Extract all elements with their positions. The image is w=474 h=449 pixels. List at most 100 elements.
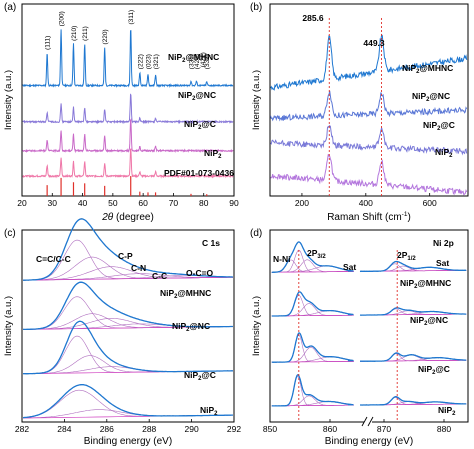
panel-a-ylabel: Intensity (a.u.) [3,70,14,130]
a-hkl-label: (211) [82,26,89,41]
panel-a-xticks: 20 30 40 50 60 70 80 90 [17,193,239,208]
d-ann-sat-2: Sat [436,258,449,268]
b-series-line [270,124,468,156]
d-axis-break-left [361,416,368,427]
d-baseline [271,271,354,273]
a-series-line [22,93,234,125]
panel-a-xlabel: 2θ (degree) [101,212,154,223]
panel-c: (c) 282 284 286 288 290 292 Binding energy (e… [3,218,241,447]
b-label-c-suffix: @C [441,120,455,130]
c-label-mhnc-sub: 2 [174,294,178,300]
a-series-line [22,118,234,154]
panel-c-frame [21,229,235,423]
panel-b-frame [269,3,469,197]
a-label-nip2: NiP2 [204,148,222,160]
d-ann-p32: 2P3/2 [307,248,326,260]
panel-b-xticks: 200 400 600 [295,193,437,208]
c-label-nip2: NiP2 [200,405,218,417]
panel-c-label: (c) [4,228,16,239]
a-hkl-label: (332) [204,54,211,69]
d-label-nip2-base: NiP [438,405,453,415]
d-xtick-label: 860 [323,424,337,434]
a-label-c-base: NiP [184,119,199,129]
d-ann-nni: N-Ni [273,254,290,264]
d-ann-p32-main: 2P [307,248,318,258]
d-component-line [271,395,354,407]
d-label-nc-sub: 2 [424,321,428,327]
b-label-nip2: NiP2 [435,147,453,159]
a-xtick-label: 50 [108,198,118,208]
d-fit-line [271,291,354,317]
c-label-nc-base: NiP [172,321,187,331]
a-label-mhnc-suffix: @MHNC [186,52,220,62]
panel-b-plot [270,18,468,196]
d-ann-p12: 2P1/2 [397,250,416,262]
panel-b-xlabel-main: Raman Shift (cm [327,212,401,223]
a-label-nip2-base: NiP [204,148,219,158]
d-ann-p12-main: 2P [397,250,408,260]
a-series-line [22,148,234,179]
a-xtick-label: 40 [78,198,88,208]
a-hkl-label: (222) [137,54,144,69]
a-xtick-label: 20 [17,198,27,208]
panel-b: (b) 200 400 600 Raman Shift (cm-1) Intensi… [250,2,469,223]
a-hkl-label: (023) [145,54,152,69]
d-component-line [271,346,354,363]
a-xtick-label: 90 [229,198,239,208]
d-title: Ni 2p [433,238,454,248]
b-label-mhnc-sub: 2 [416,69,420,75]
a-hkl-label: (420) [194,54,201,69]
c-xtick-label: 286 [100,424,114,434]
b-peak-label-1: 285.6 [302,13,324,23]
d-fit-line [271,241,354,273]
d-label-c-sub: 2 [432,370,436,376]
c-xtick-label: 290 [185,424,199,434]
b-xtick-label: 600 [423,198,437,208]
d-label-mhnc: NiP2@MHNC [400,278,451,290]
panel-c-xlabel: Binding energy (eV) [84,436,172,447]
c-label-nip2-sub: 2 [214,411,218,417]
panel-d: (d) 850 860 870 880 Binding energy (eV) Int… [250,228,469,447]
c-label-c-base: NiP [184,370,199,380]
a-hkl-label: (200) [59,11,66,26]
d-ann-p32-sub: 3/2 [317,254,326,260]
d-xtick-label: 880 [437,424,451,434]
b-label-nc-sub: 2 [426,97,430,103]
c-label-mhnc-suffix: @MHNC [178,288,212,298]
c-label-c-suffix: @C [202,370,216,380]
c-baseline [23,276,233,281]
a-hkl-label: (311) [128,10,135,25]
panel-d-xticks: 850 860 870 880 [263,419,451,434]
a-label-mhnc: NiP2@MHNC [168,52,219,64]
c-fit-line [23,384,233,419]
b-label-nip2-base: NiP [435,147,450,157]
a-hkl-label: (421) [200,52,207,67]
panel-c-plot [22,218,233,419]
c-label-nc: NiP2@NC [172,321,210,333]
d-label-nc-suffix: @NC [428,315,449,325]
c-label-mhnc: NiP2@MHNC [160,288,211,300]
panel-a-frame [21,3,235,197]
b-label-mhnc-base: NiP [402,63,417,73]
panel-c-xticks: 282 284 286 288 290 292 [15,419,241,434]
c-ann-cp: C-P [118,251,133,261]
d-axis-break [361,416,374,427]
c-ann-oco: O-C=O [186,268,214,278]
panel-b-ylabel: Intensity (a.u.) [251,70,262,130]
a-xtick-label: 70 [169,198,179,208]
b-label-nc-suffix: @NC [430,91,451,101]
panel-b-xlabel-sup: -1 [402,211,408,218]
d-label-c-base: NiP [418,364,433,374]
c-title: C 1s [202,238,220,248]
d-label-nc-base: NiP [410,315,425,325]
panel-d-xlabel: Binding energy (eV) [325,436,413,447]
d-fit-line [360,396,467,406]
d-ann-sat-1: Sat [343,262,356,272]
a-xtick-label: 60 [138,198,148,208]
panel-d-plot [271,241,467,422]
b-series-line [270,90,468,122]
panel-b-xlabel-close: ) [407,212,410,223]
c-xtick-label: 282 [15,424,29,434]
a-hkl-label: (331) [188,54,195,69]
